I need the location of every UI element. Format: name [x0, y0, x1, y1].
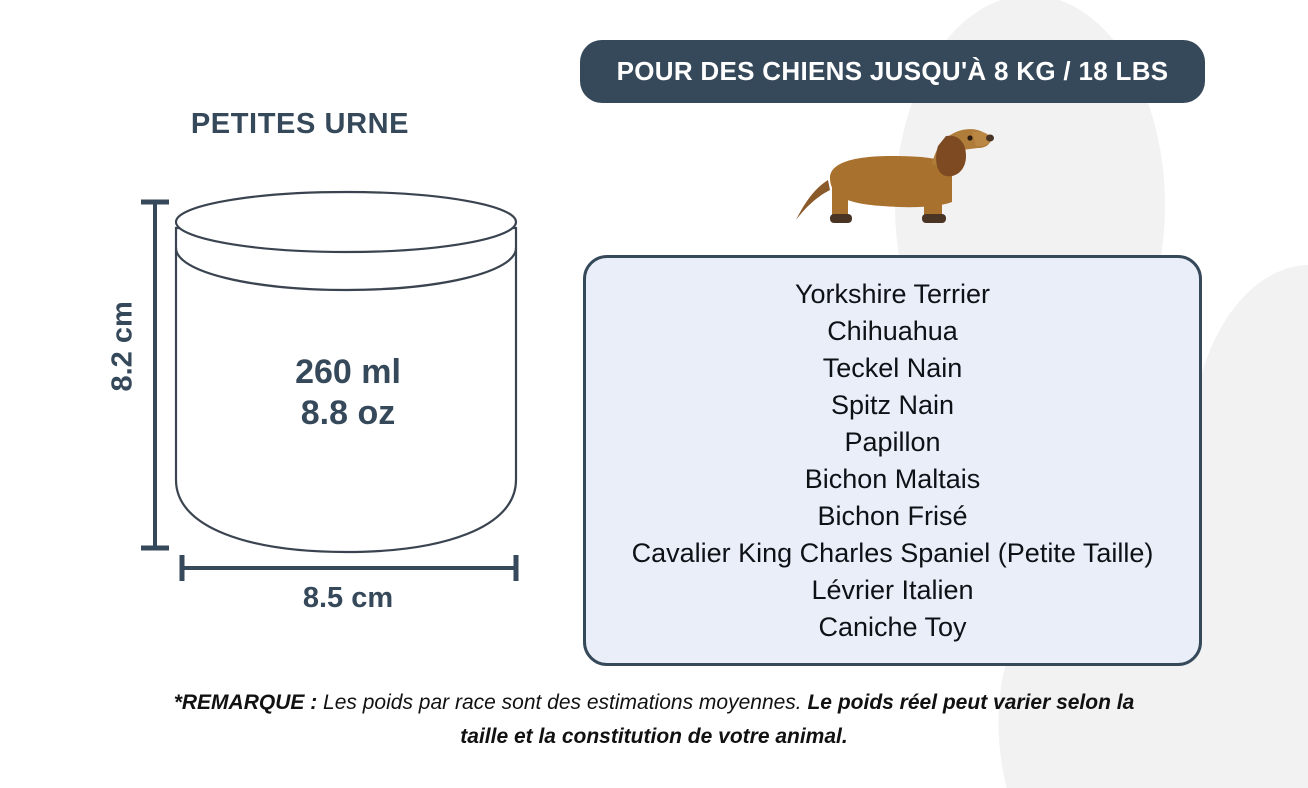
urn-width-label: 8.5 cm: [302, 582, 394, 614]
urn-height-label: 8.2 cm: [106, 301, 139, 392]
list-item: Caniche Toy: [818, 611, 967, 642]
list-item: Lévrier Italien: [811, 574, 974, 605]
urn-volume: 260 ml 8.8 oz: [180, 352, 516, 434]
urn-volume-ml: 260 ml: [295, 353, 401, 391]
height-dimension-line: [141, 199, 169, 551]
urn-lid-top: [174, 190, 518, 254]
dog-front-paw: [922, 214, 946, 223]
list-item: Spitz Nain: [830, 389, 955, 420]
footnote-lead: *REMARQUE :: [173, 691, 318, 714]
page-title: PETITES URNE: [190, 108, 410, 140]
list-item: Bichon Maltais: [804, 463, 981, 494]
list-item: Teckel Nain: [822, 352, 963, 383]
urn-volume-oz: 8.8 oz: [300, 394, 396, 432]
dog-nose: [986, 134, 994, 142]
weight-range-label: POUR DES CHIENS JUSQU'À 8 KG / 18 LBS: [616, 56, 1169, 86]
list-item: Bichon Frisé: [817, 500, 968, 531]
watermark-toe-right: [1190, 265, 1308, 645]
dog-hind-paw: [830, 214, 852, 223]
list-item: Papillon: [844, 426, 941, 457]
urn-diagram: [70, 180, 580, 610]
dog-tail: [796, 180, 830, 220]
list-item: Cavalier King Charles Spaniel (Petite Ta…: [631, 537, 1154, 568]
breed-list-panel: Yorkshire Terrier Chihuahua Teckel Nain …: [583, 255, 1202, 666]
footnote-body: Les poids par race sont des estimations …: [317, 691, 808, 714]
width-dimension-line: [179, 555, 519, 581]
list-item: Chihuahua: [827, 315, 958, 346]
dog-eye: [967, 135, 973, 141]
list-item: Yorkshire Terrier: [794, 278, 991, 309]
footnote: *REMARQUE : Les poids par race sont des …: [154, 686, 1154, 754]
urn-outline: [174, 190, 518, 554]
dachshund-dog-illustration: [786, 116, 996, 236]
dog-ear: [936, 135, 966, 177]
weight-range-banner: POUR DES CHIENS JUSQU'À 8 KG / 18 LBS: [580, 40, 1205, 103]
